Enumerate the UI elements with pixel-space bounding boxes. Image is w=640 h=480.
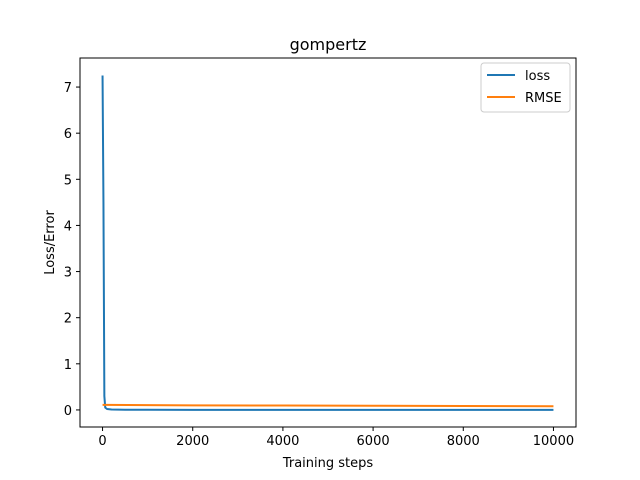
y-tick-label: 6	[64, 127, 72, 142]
y-axis-label: Loss/Error	[43, 210, 58, 275]
x-tick-label: 2000	[176, 434, 209, 449]
x-tick-label: 4000	[266, 434, 299, 449]
legend-label-loss: loss	[525, 69, 550, 84]
chart-title: gompertz	[290, 35, 367, 54]
plot-frame	[79, 57, 577, 428]
y-tick-label: 2	[64, 312, 72, 327]
x-tick-label: 10000	[533, 434, 574, 449]
y-tick-label: 7	[64, 81, 72, 96]
series-layer	[101, 75, 554, 411]
x-tick-label: 6000	[357, 434, 390, 449]
series-line-rmse	[102, 403, 554, 408]
y-axis: 0 1 2 3 4 5 6 7	[64, 81, 80, 419]
series-line-loss	[101, 75, 554, 411]
legend-label-rmse: RMSE	[525, 91, 562, 106]
y-tick-label: 3	[64, 266, 72, 281]
x-tick-label: 0	[98, 434, 106, 449]
legend: loss RMSE	[480, 62, 571, 113]
x-tick-label: 8000	[447, 434, 480, 449]
x-axis: 0 2000 4000 6000 8000 10000	[98, 427, 574, 449]
y-tick-label: 1	[64, 358, 72, 373]
y-tick-label: 5	[64, 173, 72, 188]
y-tick-label: 0	[64, 404, 72, 419]
y-tick-label: 4	[64, 219, 72, 234]
x-axis-label: Training steps	[282, 456, 374, 471]
